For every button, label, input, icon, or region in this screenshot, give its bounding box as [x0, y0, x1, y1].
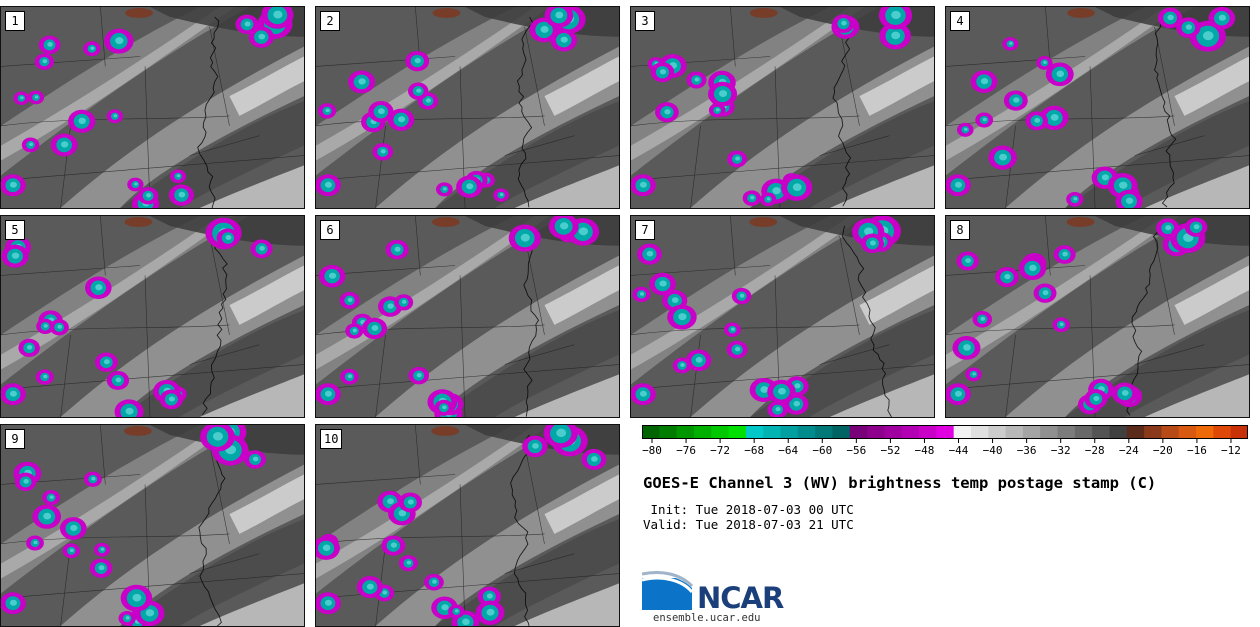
- map-2: [316, 7, 619, 208]
- colorbar-swatch: [763, 425, 782, 439]
- colorbar-tick-label: −76: [676, 444, 696, 457]
- colorbar-tick-label: −52: [880, 444, 900, 457]
- colorbar-tick-label: −24: [1119, 444, 1139, 457]
- map-7: [631, 216, 934, 417]
- colorbar-tick-label: −12: [1221, 444, 1241, 457]
- colorbar-swatch: [815, 425, 833, 439]
- panel-number: 4: [950, 11, 970, 31]
- colorbar-swatch: [919, 425, 937, 439]
- site-url: ensemble.ucar.edu: [653, 612, 761, 624]
- colorbar-swatch: [642, 425, 660, 439]
- colorbar-tick-label: −40: [983, 444, 1003, 457]
- colorbar-swatch: [676, 425, 695, 439]
- colorbar-tick-label: −72: [710, 444, 730, 457]
- colorbar-swatch: [970, 425, 989, 439]
- map-panel-10: 10: [315, 424, 620, 627]
- colorbar-swatch: [1005, 425, 1024, 439]
- colorbar-tick-label: −32: [1051, 444, 1071, 457]
- colorbar-tick-label: −28: [1085, 444, 1105, 457]
- colorbar-swatch: [797, 425, 816, 439]
- colorbar-swatch: [867, 425, 885, 439]
- panel-number: 1: [5, 11, 25, 31]
- colorbar-tick-label: −48: [915, 444, 935, 457]
- colorbar-swatch: [1057, 425, 1076, 439]
- panel-number: 10: [320, 429, 343, 449]
- colorbar-tick-label: −44: [949, 444, 969, 457]
- colorbar-swatch: [1213, 425, 1232, 439]
- colorbar-swatch: [1161, 425, 1180, 439]
- panel-number: 8: [950, 220, 970, 240]
- map-panel-8: 8: [945, 215, 1250, 418]
- colorbar-swatch: [745, 425, 764, 439]
- colorbar-swatch: [659, 425, 678, 439]
- colorbar-tick-label: −20: [1153, 444, 1173, 457]
- panel-number: 9: [5, 429, 25, 449]
- colorbar-swatch: [1074, 425, 1093, 439]
- panel-number: 5: [5, 220, 25, 240]
- map-panel-5: 5: [0, 215, 305, 418]
- panel-number: 6: [320, 220, 340, 240]
- map-10: [316, 425, 619, 626]
- colorbar-tick-label: −56: [846, 444, 866, 457]
- colorbar-swatch: [1022, 425, 1041, 439]
- colorbar-swatch: [953, 425, 972, 439]
- colorbar: −80 −76 −72 −68 −64 −60 −56 −52 −48 −44 −40 −36 −32 −…: [642, 425, 1248, 457]
- colorbar-swatch: [1109, 425, 1128, 439]
- colorbar-swatch: [988, 425, 1007, 439]
- colorbar-swatch: [693, 425, 712, 439]
- colorbar-swatch: [1230, 425, 1248, 439]
- colorbar-tick-label: −64: [778, 444, 798, 457]
- colorbar-swatch: [711, 425, 730, 439]
- map-panel-3: 3: [630, 6, 935, 209]
- colorbar-swatch: [884, 425, 903, 439]
- colorbar-tick-label: −60: [812, 444, 832, 457]
- colorbar-swatch: [936, 425, 955, 439]
- map-panel-1: 1: [0, 6, 305, 209]
- panel-number: 2: [320, 11, 340, 31]
- colorbar-swatch: [849, 425, 868, 439]
- map-1: [1, 7, 304, 208]
- colorbar-swatch: [1196, 425, 1214, 439]
- colorbar-swatch: [832, 425, 851, 439]
- map-panel-7: 7: [630, 215, 935, 418]
- ncar-logo: [642, 571, 694, 610]
- map-panel-9: 9: [0, 424, 305, 627]
- panel-number: 7: [635, 220, 655, 240]
- panel-number: 3: [635, 11, 655, 31]
- valid-time: Valid: Tue 2018-07-03 21 UTC: [643, 517, 854, 532]
- map-panel-6: 6: [315, 215, 620, 418]
- init-time: Init: Tue 2018-07-03 00 UTC: [643, 502, 854, 517]
- map-8: [946, 216, 1249, 417]
- colorbar-swatch: [1126, 425, 1145, 439]
- map-4: [946, 7, 1249, 208]
- colorbar-swatch: [1092, 425, 1110, 439]
- colorbar-tick-label: −68: [744, 444, 764, 457]
- colorbar-swatch: [780, 425, 799, 439]
- colorbar-swatch: [1144, 425, 1162, 439]
- ncar-logo-text: NCAR: [697, 581, 784, 615]
- map-5: [1, 216, 304, 417]
- colorbar-tick-label: −16: [1187, 444, 1207, 457]
- map-3: [631, 7, 934, 208]
- colorbar-swatch: [901, 425, 920, 439]
- colorbar-swatch: [1178, 425, 1197, 439]
- map-6: [316, 216, 619, 417]
- colorbar-swatch: [728, 425, 747, 439]
- map-panel-4: 4: [945, 6, 1250, 209]
- map-panel-2: 2: [315, 6, 620, 209]
- map-9: [1, 425, 304, 626]
- colorbar-swatch: [1040, 425, 1059, 439]
- plot-title: GOES-E Channel 3 (WV) brightness temp po…: [643, 474, 1157, 492]
- colorbar-tick-label: −80: [642, 444, 662, 457]
- colorbar-tick-label: −36: [1017, 444, 1037, 457]
